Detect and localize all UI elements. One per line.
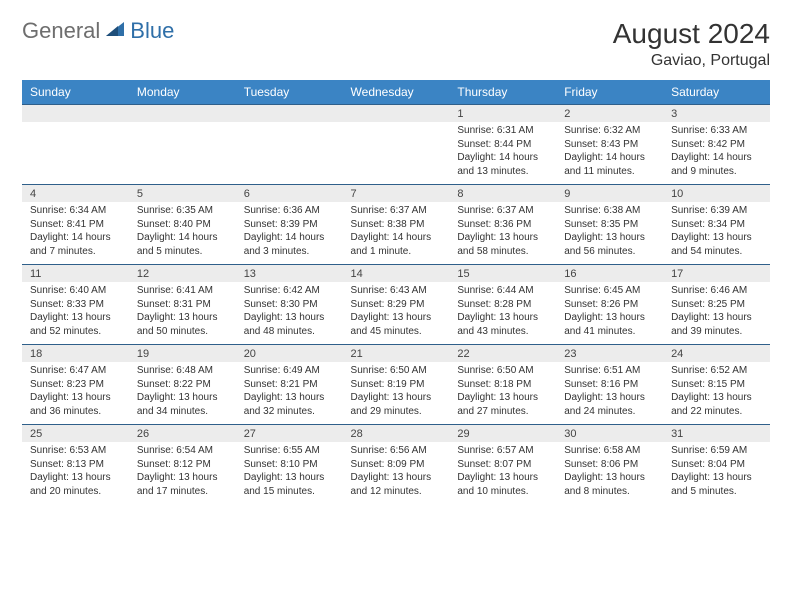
date-cell <box>22 105 129 123</box>
date-cell: 27 <box>236 425 343 443</box>
date-cell: 4 <box>22 185 129 203</box>
info-cell: Sunrise: 6:36 AMSunset: 8:39 PMDaylight:… <box>236 202 343 265</box>
info-row: Sunrise: 6:53 AMSunset: 8:13 PMDaylight:… <box>22 442 770 504</box>
info-cell: Sunrise: 6:47 AMSunset: 8:23 PMDaylight:… <box>22 362 129 425</box>
date-row: 25262728293031 <box>22 425 770 443</box>
date-row: 18192021222324 <box>22 345 770 363</box>
info-cell: Sunrise: 6:55 AMSunset: 8:10 PMDaylight:… <box>236 442 343 504</box>
info-cell: Sunrise: 6:49 AMSunset: 8:21 PMDaylight:… <box>236 362 343 425</box>
info-row: Sunrise: 6:34 AMSunset: 8:41 PMDaylight:… <box>22 202 770 265</box>
date-cell: 24 <box>663 345 770 363</box>
info-row: Sunrise: 6:47 AMSunset: 8:23 PMDaylight:… <box>22 362 770 425</box>
date-cell: 14 <box>343 265 450 283</box>
info-cell: Sunrise: 6:59 AMSunset: 8:04 PMDaylight:… <box>663 442 770 504</box>
date-cell: 30 <box>556 425 663 443</box>
info-cell: Sunrise: 6:33 AMSunset: 8:42 PMDaylight:… <box>663 122 770 185</box>
info-cell: Sunrise: 6:42 AMSunset: 8:30 PMDaylight:… <box>236 282 343 345</box>
brand-logo: General Blue <box>22 18 174 44</box>
info-cell: Sunrise: 6:39 AMSunset: 8:34 PMDaylight:… <box>663 202 770 265</box>
date-cell: 31 <box>663 425 770 443</box>
date-cell <box>236 105 343 123</box>
day-name-header: Monday <box>129 80 236 105</box>
date-cell: 5 <box>129 185 236 203</box>
date-cell: 25 <box>22 425 129 443</box>
day-name-header: Thursday <box>449 80 556 105</box>
info-cell: Sunrise: 6:37 AMSunset: 8:38 PMDaylight:… <box>343 202 450 265</box>
date-cell: 9 <box>556 185 663 203</box>
date-cell: 22 <box>449 345 556 363</box>
date-cell: 19 <box>129 345 236 363</box>
date-cell: 1 <box>449 105 556 123</box>
info-row: Sunrise: 6:40 AMSunset: 8:33 PMDaylight:… <box>22 282 770 345</box>
date-cell: 18 <box>22 345 129 363</box>
date-row: 11121314151617 <box>22 265 770 283</box>
date-cell: 15 <box>449 265 556 283</box>
info-cell: Sunrise: 6:57 AMSunset: 8:07 PMDaylight:… <box>449 442 556 504</box>
info-cell: Sunrise: 6:31 AMSunset: 8:44 PMDaylight:… <box>449 122 556 185</box>
date-cell <box>129 105 236 123</box>
date-cell: 11 <box>22 265 129 283</box>
info-cell: Sunrise: 6:46 AMSunset: 8:25 PMDaylight:… <box>663 282 770 345</box>
info-cell <box>343 122 450 185</box>
info-cell: Sunrise: 6:54 AMSunset: 8:12 PMDaylight:… <box>129 442 236 504</box>
date-cell: 20 <box>236 345 343 363</box>
calendar-body: 123 Sunrise: 6:31 AMSunset: 8:44 PMDayli… <box>22 105 770 505</box>
day-name-header: Tuesday <box>236 80 343 105</box>
info-cell: Sunrise: 6:52 AMSunset: 8:15 PMDaylight:… <box>663 362 770 425</box>
calendar-table: SundayMondayTuesdayWednesdayThursdayFrid… <box>22 80 770 504</box>
date-cell: 6 <box>236 185 343 203</box>
info-cell: Sunrise: 6:58 AMSunset: 8:06 PMDaylight:… <box>556 442 663 504</box>
info-cell: Sunrise: 6:51 AMSunset: 8:16 PMDaylight:… <box>556 362 663 425</box>
brand-sail-icon <box>104 20 126 43</box>
info-cell <box>236 122 343 185</box>
info-cell: Sunrise: 6:56 AMSunset: 8:09 PMDaylight:… <box>343 442 450 504</box>
title-block: August 2024 Gaviao, Portugal <box>613 18 770 70</box>
info-cell: Sunrise: 6:41 AMSunset: 8:31 PMDaylight:… <box>129 282 236 345</box>
date-row: 45678910 <box>22 185 770 203</box>
info-cell: Sunrise: 6:40 AMSunset: 8:33 PMDaylight:… <box>22 282 129 345</box>
info-cell: Sunrise: 6:34 AMSunset: 8:41 PMDaylight:… <box>22 202 129 265</box>
info-row: Sunrise: 6:31 AMSunset: 8:44 PMDaylight:… <box>22 122 770 185</box>
info-cell: Sunrise: 6:38 AMSunset: 8:35 PMDaylight:… <box>556 202 663 265</box>
info-cell <box>22 122 129 185</box>
date-cell: 7 <box>343 185 450 203</box>
date-cell: 29 <box>449 425 556 443</box>
brand-part1: General <box>22 18 100 44</box>
day-name-header: Friday <box>556 80 663 105</box>
brand-part2: Blue <box>130 18 174 44</box>
info-cell: Sunrise: 6:45 AMSunset: 8:26 PMDaylight:… <box>556 282 663 345</box>
date-cell <box>343 105 450 123</box>
info-cell: Sunrise: 6:43 AMSunset: 8:29 PMDaylight:… <box>343 282 450 345</box>
day-name-header: Sunday <box>22 80 129 105</box>
info-cell: Sunrise: 6:37 AMSunset: 8:36 PMDaylight:… <box>449 202 556 265</box>
calendar-page: General Blue August 2024 Gaviao, Portuga… <box>0 0 792 522</box>
info-cell: Sunrise: 6:48 AMSunset: 8:22 PMDaylight:… <box>129 362 236 425</box>
date-cell: 16 <box>556 265 663 283</box>
date-cell: 10 <box>663 185 770 203</box>
date-cell: 3 <box>663 105 770 123</box>
info-cell <box>129 122 236 185</box>
date-cell: 17 <box>663 265 770 283</box>
day-name-header: Saturday <box>663 80 770 105</box>
header: General Blue August 2024 Gaviao, Portuga… <box>22 18 770 70</box>
location-label: Gaviao, Portugal <box>613 52 770 70</box>
info-cell: Sunrise: 6:32 AMSunset: 8:43 PMDaylight:… <box>556 122 663 185</box>
date-cell: 12 <box>129 265 236 283</box>
date-cell: 28 <box>343 425 450 443</box>
info-cell: Sunrise: 6:35 AMSunset: 8:40 PMDaylight:… <box>129 202 236 265</box>
date-cell: 21 <box>343 345 450 363</box>
date-cell: 2 <box>556 105 663 123</box>
day-names-row: SundayMondayTuesdayWednesdayThursdayFrid… <box>22 80 770 105</box>
info-cell: Sunrise: 6:50 AMSunset: 8:18 PMDaylight:… <box>449 362 556 425</box>
date-cell: 13 <box>236 265 343 283</box>
info-cell: Sunrise: 6:53 AMSunset: 8:13 PMDaylight:… <box>22 442 129 504</box>
date-cell: 23 <box>556 345 663 363</box>
date-cell: 26 <box>129 425 236 443</box>
day-name-header: Wednesday <box>343 80 450 105</box>
date-row: 123 <box>22 105 770 123</box>
month-title: August 2024 <box>613 18 770 50</box>
date-cell: 8 <box>449 185 556 203</box>
info-cell: Sunrise: 6:50 AMSunset: 8:19 PMDaylight:… <box>343 362 450 425</box>
info-cell: Sunrise: 6:44 AMSunset: 8:28 PMDaylight:… <box>449 282 556 345</box>
